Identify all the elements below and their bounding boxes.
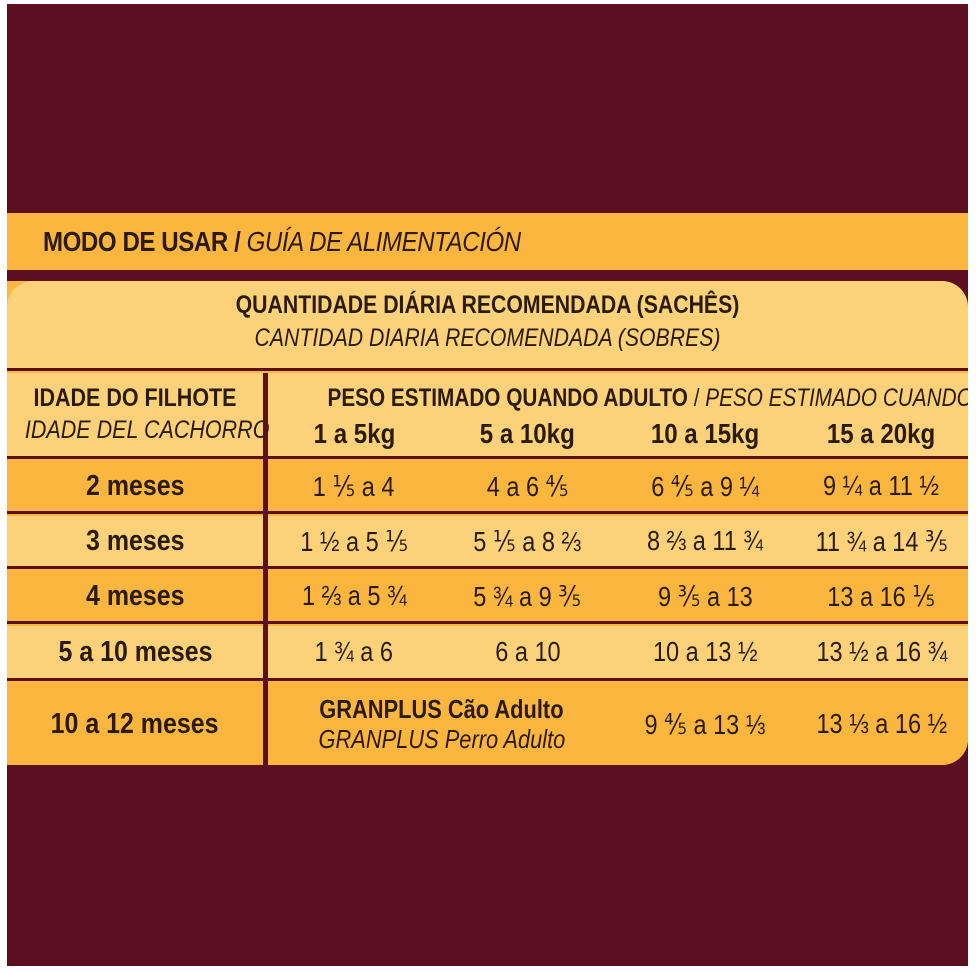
- weight-header-separator: /: [687, 384, 706, 412]
- usage-banner: MODO DE USAR / GUÍA DE ALIMENTACIÓN: [7, 213, 968, 270]
- amount-cell: 11 ¾ a 14 ⅗: [815, 525, 948, 557]
- divider: [7, 678, 968, 681]
- age-cell: 3 meses: [85, 524, 185, 557]
- column-divider: [263, 373, 268, 765]
- amount-cell: 13 a 16 ⅕: [827, 580, 936, 612]
- table-row: [7, 516, 968, 566]
- divider: [7, 566, 968, 569]
- age-cell: 4 meses: [85, 579, 185, 612]
- banner-title-es: GUÍA DE ALIMENTACIÓN: [246, 225, 522, 257]
- age-cell: 10 a 12 meses: [51, 707, 219, 740]
- table-row: [7, 683, 968, 765]
- weight-column-header: PESO ESTIMADO QUANDO ADULTO / PESO ESTIM…: [268, 378, 968, 456]
- amount-cell: 6 ⅘ a 9 ¼: [651, 470, 759, 502]
- amount-cell: 5 ⅕ a 8 ⅔: [473, 525, 582, 557]
- amount-cell: 9 ⅗ a 13: [657, 580, 753, 612]
- column-header-row: [7, 373, 968, 456]
- amount-cell: 1 ⅔ a 5 ¾: [301, 580, 407, 611]
- banner-title-pt: MODO DE USAR: [43, 225, 228, 257]
- table-title-es: CANTIDAD DIARIA RECOMENDADA (SOBRES): [254, 324, 721, 352]
- adult-food-es: GRANPLUS Perro Adulto: [318, 724, 565, 754]
- adult-food-note: GRANPLUS Cão Adulto GRANPLUS Perro Adult…: [268, 683, 615, 765]
- table-row: [7, 461, 968, 511]
- amount-cell: 5 ¾ a 9 ⅗: [473, 580, 582, 612]
- weight-header-pt: PESO ESTIMADO QUANDO ADULTO: [327, 384, 688, 412]
- weight-range-header: 5 a 10kg: [479, 418, 576, 449]
- table-row: [7, 626, 968, 678]
- age-cell: 2 meses: [85, 469, 185, 502]
- amount-cell: 1 ¾ a 6: [314, 636, 394, 667]
- age-column-header: IDADE DO FILHOTE IDADE DEL CACHORRO: [7, 378, 270, 456]
- divider: [7, 368, 968, 371]
- amount-cell: 13 ½ a 16 ¾: [816, 636, 947, 667]
- age-header-es: IDADE DEL CACHORRO: [24, 416, 270, 444]
- amount-cell: 6 a 10: [494, 636, 561, 667]
- age-header-pt: IDADE DO FILHOTE: [33, 384, 237, 412]
- table-title-pt: QUANTIDADE DIÁRIA RECOMENDADA (SACHÊS): [235, 291, 740, 319]
- amount-cell: 13 ⅓ a 16 ½: [816, 708, 947, 739]
- weight-range-header: 1 a 5kg: [313, 418, 395, 449]
- divider: [7, 456, 968, 459]
- amount-cell: 10 a 13 ½: [652, 636, 758, 667]
- amount-cell: 8 ⅔ a 11 ¾: [647, 525, 763, 556]
- age-cell: 5 a 10 meses: [58, 635, 212, 668]
- banner-title: MODO DE USAR / GUÍA DE ALIMENTACIÓN: [43, 226, 521, 258]
- table-header: QUANTIDADE DIÁRIA RECOMENDADA (SACHÊS) C…: [7, 281, 968, 368]
- weight-header-title: PESO ESTIMADO QUANDO ADULTO / PESO ESTIM…: [327, 384, 969, 413]
- weight-header-es: PESO ESTIMADO CUANDO ADULTO: [705, 384, 968, 412]
- amount-cell: 4 a 6 ⅘: [486, 470, 569, 502]
- weight-range-header: 15 a 20kg: [827, 418, 936, 449]
- amount-cell: 9 ⅘ a 13 ⅓: [644, 708, 766, 740]
- adult-food-pt: GRANPLUS Cão Adulto: [319, 694, 564, 724]
- banner-separator: /: [227, 225, 247, 257]
- divider: [7, 621, 968, 624]
- weight-range-header: 10 a 15kg: [650, 418, 760, 449]
- feeding-table: QUANTIDADE DIÁRIA RECOMENDADA (SACHÊS) C…: [7, 281, 968, 765]
- amount-cell: 1 ½ a 5 ⅕: [300, 525, 408, 557]
- amount-cell: 9 ¼ a 11 ½: [823, 470, 940, 501]
- divider: [7, 511, 968, 514]
- amount-cell: 1 ⅕ a 4: [313, 470, 395, 502]
- table-row: [7, 571, 968, 621]
